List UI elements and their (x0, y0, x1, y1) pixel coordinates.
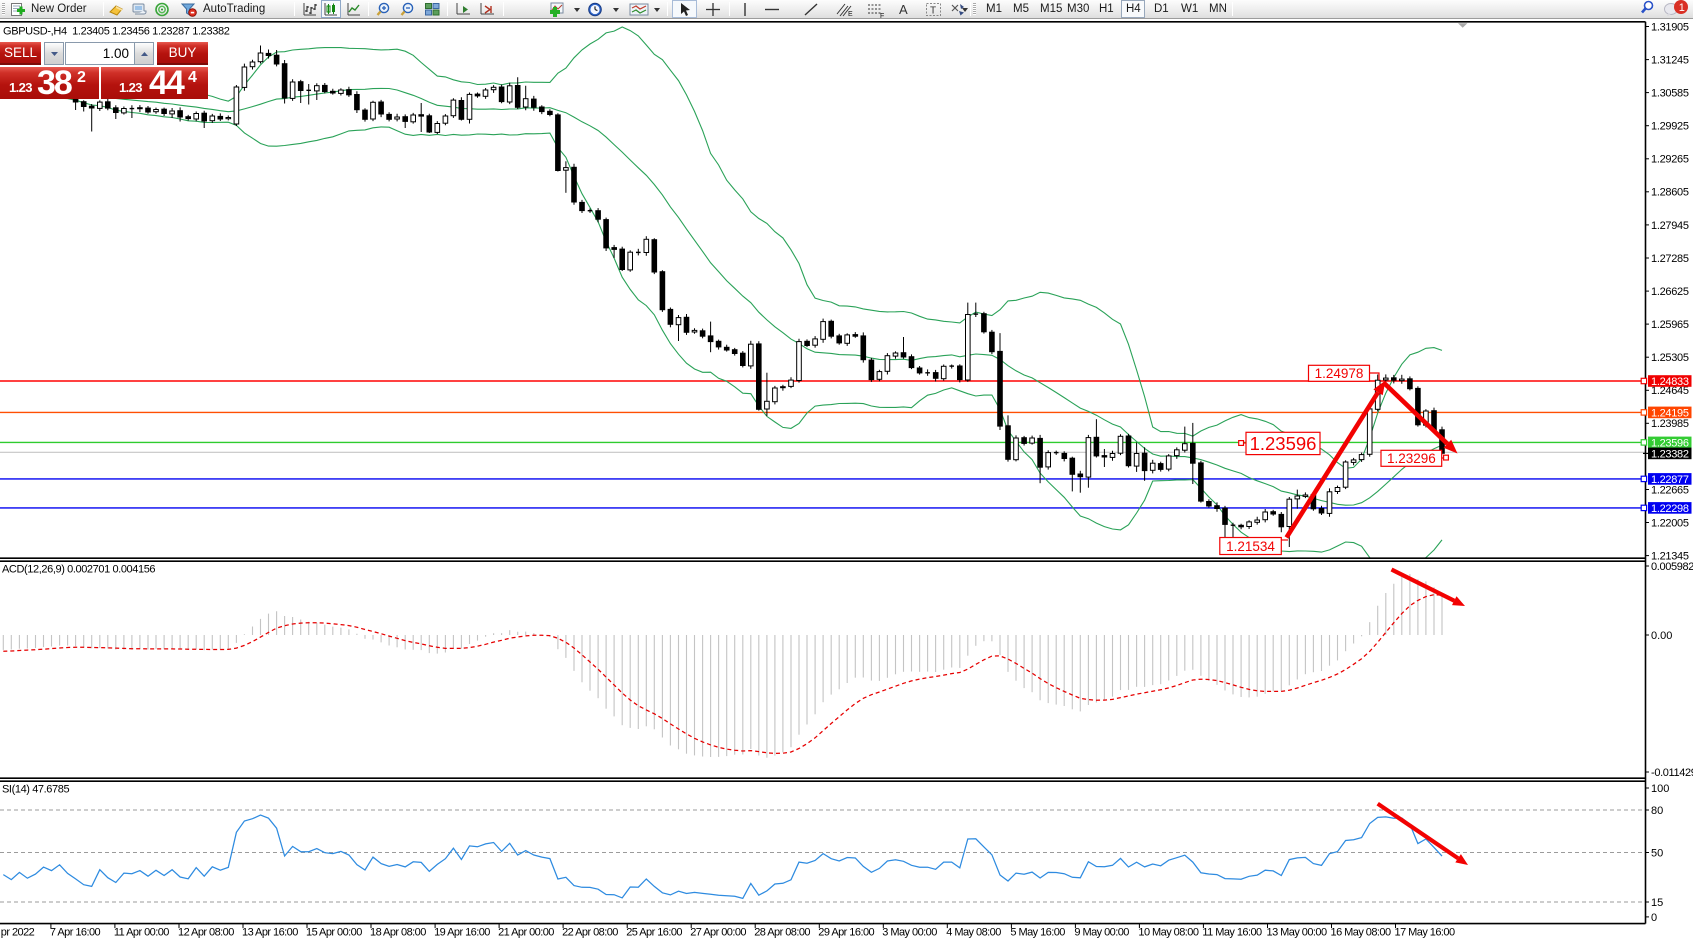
svg-text:1.28605: 1.28605 (1651, 187, 1689, 199)
svg-text:-0.011429: -0.011429 (1651, 767, 1693, 779)
svg-text:9 May 00:00: 9 May 00:00 (1074, 927, 1129, 939)
svg-text:1.24195: 1.24195 (1651, 407, 1689, 419)
svg-text:28 Apr 08:00: 28 Apr 08:00 (754, 927, 810, 939)
svg-text:1.29925: 1.29925 (1651, 121, 1689, 133)
svg-text:1: 1 (1679, 2, 1685, 14)
svg-text:27 Apr 00:00: 27 Apr 00:00 (690, 927, 746, 939)
svg-text:E: E (848, 11, 853, 18)
svg-text:1.23985: 1.23985 (1651, 418, 1689, 430)
svg-text:1.26625: 1.26625 (1651, 286, 1689, 298)
svg-text:1.23596: 1.23596 (1651, 437, 1689, 449)
svg-text:50: 50 (1651, 847, 1663, 859)
svg-text:21 Apr 00:00: 21 Apr 00:00 (498, 927, 554, 939)
svg-text:7 Apr 16:00: 7 Apr 16:00 (50, 927, 101, 939)
svg-text:ACD(12,26,9) 0.002701 0.004156: ACD(12,26,9) 0.002701 0.004156 (2, 564, 155, 576)
svg-text:1.23296: 1.23296 (1387, 451, 1436, 466)
svg-text:1.22665: 1.22665 (1651, 484, 1689, 496)
svg-text:T: T (930, 6, 936, 17)
svg-text:22 Apr 08:00: 22 Apr 08:00 (562, 927, 618, 939)
svg-text:1.21345: 1.21345 (1651, 551, 1689, 563)
svg-text:1.23382: 1.23382 (1651, 448, 1689, 460)
svg-text:5 May 16:00: 5 May 16:00 (1010, 927, 1065, 939)
svg-text:F: F (880, 13, 884, 18)
svg-text:1.22877: 1.22877 (1651, 474, 1689, 486)
svg-text:1.23596: 1.23596 (1250, 433, 1317, 454)
svg-text:1.27945: 1.27945 (1651, 220, 1689, 232)
svg-text:0.00: 0.00 (1651, 630, 1672, 642)
svg-text:1.29265: 1.29265 (1651, 154, 1689, 166)
svg-text:18 Apr 08:00: 18 Apr 08:00 (370, 927, 426, 939)
svg-text:80: 80 (1651, 805, 1663, 817)
svg-text:17 May 16:00: 17 May 16:00 (1395, 927, 1455, 939)
svg-text:1.30585: 1.30585 (1651, 88, 1689, 100)
svg-text:12 Apr 08:00: 12 Apr 08:00 (178, 927, 234, 939)
svg-text:0.005982: 0.005982 (1651, 561, 1693, 573)
svg-text:SI(14) 47.6785: SI(14) 47.6785 (2, 784, 69, 796)
svg-text:1.25965: 1.25965 (1651, 319, 1689, 331)
svg-text:1.31245: 1.31245 (1651, 55, 1689, 67)
svg-text:11 May 16:00: 11 May 16:00 (1202, 927, 1262, 939)
svg-text:pr 2022: pr 2022 (1, 927, 35, 939)
svg-text:29 Apr 16:00: 29 Apr 16:00 (818, 927, 874, 939)
svg-text:11 Apr 00:00: 11 Apr 00:00 (114, 927, 169, 939)
svg-text:16 May 08:00: 16 May 08:00 (1331, 927, 1391, 939)
svg-text:1.24833: 1.24833 (1651, 376, 1689, 388)
svg-text:1.22005: 1.22005 (1651, 517, 1689, 529)
svg-text:1.24645: 1.24645 (1651, 385, 1689, 397)
svg-text:100: 100 (1651, 783, 1669, 795)
svg-text:1.25305: 1.25305 (1651, 352, 1689, 364)
svg-text:0: 0 (1651, 912, 1657, 924)
svg-text:3 May 00:00: 3 May 00:00 (882, 927, 937, 939)
svg-text:1.31905: 1.31905 (1651, 21, 1689, 33)
svg-text:4 May 08:00: 4 May 08:00 (946, 927, 1001, 939)
svg-text:1.22298: 1.22298 (1651, 503, 1689, 515)
svg-text:15: 15 (1651, 897, 1663, 909)
svg-text:10 May 08:00: 10 May 08:00 (1138, 927, 1198, 939)
svg-text:13 Apr 16:00: 13 Apr 16:00 (242, 927, 298, 939)
svg-text:19 Apr 16:00: 19 Apr 16:00 (434, 927, 490, 939)
svg-text:1.27285: 1.27285 (1651, 253, 1689, 265)
svg-text:15 Apr 00:00: 15 Apr 00:00 (306, 927, 362, 939)
svg-text:13 May 00:00: 13 May 00:00 (1267, 927, 1327, 939)
svg-text:GBPUSD-,H4 1.23405 1.23456 1.: GBPUSD-,H4 1.23405 1.23456 1.23287 1.233… (3, 26, 230, 38)
svg-text:1.21534: 1.21534 (1226, 539, 1275, 554)
svg-text:25 Apr 16:00: 25 Apr 16:00 (626, 927, 682, 939)
svg-text:1.24978: 1.24978 (1315, 366, 1364, 381)
